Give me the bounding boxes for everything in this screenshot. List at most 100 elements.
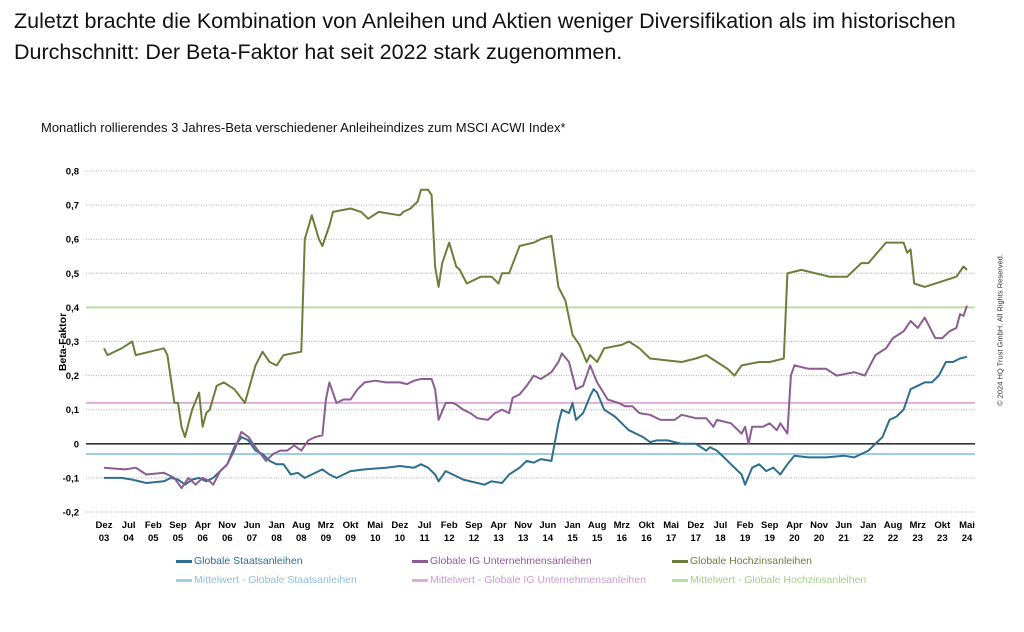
y-tick-label: 0 [74,439,79,450]
legend-label: Globale Staatsanleihen [194,555,303,567]
x-tick-label: Jan [564,520,581,531]
x-tick-label: 17 [690,533,701,544]
x-tick-label: Mai [367,520,383,531]
x-tick-label: 04 [123,533,134,544]
x-tick-label: 10 [395,533,406,544]
x-tick-label: 19 [764,533,775,544]
legend-swatch [412,559,428,563]
legend-item-hy: Globale Hochzinsanleihen [672,555,812,567]
x-tick-label: Apr [194,520,211,531]
x-tick-label: Nov [810,520,829,531]
x-tick-label: 09 [321,533,332,544]
y-tick-labels: -0,2 -0,1 0 0,1 0,2 0,3 0,4 0,5 0,6 0,7 0,8 [63,167,80,519]
x-tick-label: 23 [912,533,923,544]
x-tick-label: Jan [268,520,285,531]
x-tick-label: Jun [243,520,260,531]
x-tick-label: 21 [838,533,849,544]
page-title: Zuletzt brachte die Kombination von Anle… [14,9,956,64]
x-tick-label: 16 [641,533,652,544]
x-tick-label: Mai [663,520,679,531]
x-tick-label: Mrz [614,520,631,531]
legend-swatch [176,559,192,563]
x-tick-label: 15 [592,533,603,544]
x-tick-label: 05 [173,533,184,544]
x-tick-label: Dez [96,520,113,531]
x-tick-label: Mrz [909,520,926,531]
y-tick-label: -0,1 [63,473,80,484]
legend-label: Globale IG Unternehmensanleihen [430,555,592,567]
x-tick-label: 23 [937,533,948,544]
y-tick-label: 0,6 [66,235,79,246]
x-tick-label: Nov [514,520,533,531]
x-tick-label: 20 [814,533,825,544]
x-tick-label: Jun [539,520,556,531]
x-tick-label: 19 [740,533,751,544]
legend-swatch [672,559,688,563]
x-tick-label: 12 [444,533,455,544]
x-tick-label: 06 [222,533,233,544]
x-tick-label: Okt [934,520,951,531]
y-tick-label: 0,4 [66,303,80,314]
x-tick-label: Jan [860,520,877,531]
x-tick-label: 13 [493,533,504,544]
legend-item-hy-mean: Mittelwert - Globale Hochzinsanleihen [672,574,866,586]
x-tick-label: 06 [197,533,208,544]
x-tick-label: Jun [835,520,852,531]
x-tick-label: Sep [169,520,187,531]
x-tick-label: Nov [218,520,237,531]
x-tick-label: 15 [567,533,578,544]
legend-item-ig-mean: Mittelwert - Globale IG Unternehmensanle… [412,574,646,586]
x-tick-label: Feb [737,520,754,531]
x-tick-label: Sep [761,520,779,531]
x-tick-label: Sep [465,520,483,531]
x-tick-label: Okt [639,520,656,531]
series-line-hy [103,188,968,438]
mean-lines [86,306,975,456]
x-tick-label: 08 [296,533,307,544]
chart-title: Monatlich rollierendes 3 Jahres-Beta ver… [41,120,566,135]
y-tick-label: 0,2 [66,371,79,382]
x-tick-label: 22 [888,533,899,544]
legend-label: Mittelwert - Globale Hochzinsanleihen [690,574,867,586]
x-tick-label: Mai [959,520,975,531]
x-tick-label: 05 [148,533,159,544]
x-tick-label: Mrz [318,520,335,531]
series-lines [103,188,968,490]
series-line-ig [103,305,968,490]
x-tick-label: Aug [292,520,311,531]
x-tick-label: 09 [345,533,356,544]
x-tick-label: 22 [863,533,874,544]
legend-swatch [672,578,688,582]
legend-item-ig: Globale IG Unternehmensanleihen [412,555,592,567]
x-tick-label: Aug [884,520,903,531]
x-tick-label: 03 [99,533,110,544]
legend-label: Mittelwert - Globale Staatsanleihen [194,574,357,586]
legend-label: Globale Hochzinsanleihen [690,555,812,567]
x-tick-label: 11 [420,533,431,544]
x-tick-label: 10 [370,533,381,544]
x-tick-labels: Dez 03 Jul 04 Feb 05 Sep 05 Apr 06 Nov 06 Jun 07 Jan 08… [96,520,975,544]
legend-item-staats-mean: Mittelwert - Globale Staatsanleihen [176,574,357,586]
x-tick-label: 20 [789,533,800,544]
x-tick-label: Jul [418,520,432,531]
x-tick-label: Apr [786,520,803,531]
y-tick-label: 0,5 [66,269,80,280]
legend-label: Mittelwert - Globale IG Unternehmensanle… [430,574,646,586]
y-tick-label: 0,1 [66,405,80,416]
y-tick-label: 0,3 [66,337,79,348]
x-tick-label: 07 [247,533,258,544]
x-tick-label: 17 [666,533,677,544]
x-tick-label: Dez [687,520,704,531]
legend-swatch [176,578,192,582]
x-tick-label: Dez [391,520,408,531]
x-tick-label: Feb [145,520,162,531]
x-tick-label: Jul [714,520,728,531]
x-tick-label: 18 [715,533,726,544]
y-axis-label: Beta-Faktor [57,313,69,371]
x-tick-label: Feb [441,520,458,531]
x-tick-label: Aug [588,520,607,531]
legend-item-staats: Globale Staatsanleihen [176,555,303,567]
x-tick-label: 13 [518,533,529,544]
x-tick-label: Okt [343,520,360,531]
